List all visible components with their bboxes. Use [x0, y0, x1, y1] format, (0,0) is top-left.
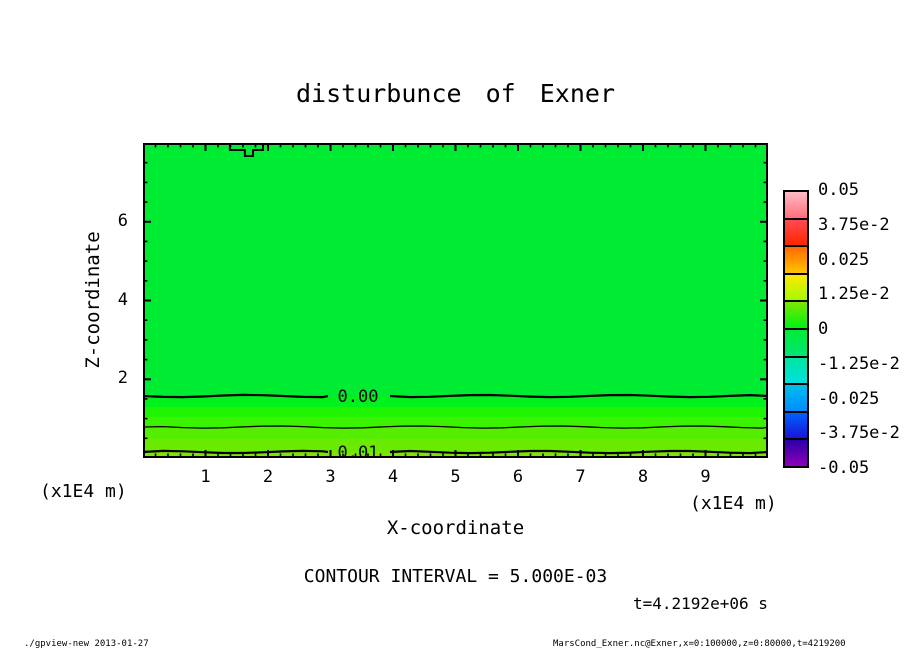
colorbar-value-label: -3.75e-2 [818, 423, 900, 444]
y-tick-label: 4 [117, 289, 128, 310]
field-band [143, 427, 768, 439]
colorbar-segment [783, 217, 809, 248]
colorbar-value-label: 0 [818, 319, 829, 339]
x-tick-label: 6 [512, 467, 524, 487]
x-axis-title: X-coordinate [386, 517, 525, 539]
contour-line [143, 425, 768, 429]
x-tick-label: 7 [575, 467, 586, 487]
footer-command-label: ./gpview-new 2013-01-27 [24, 639, 149, 649]
colorbar-segment [783, 355, 809, 386]
colorbar-value-label: 1.25e-2 [818, 284, 890, 305]
contour-interval-label: CONTOUR INTERVAL = 5.000E-03 [303, 566, 608, 587]
colorbar-segment [783, 190, 809, 220]
field-band [143, 439, 768, 452]
footer-dataset-label: MarsCond_Exner.nc@Exner,x=0:100000,z=0:8… [553, 639, 846, 649]
colorbar-segment [783, 327, 809, 358]
colorbar-value-label: 0.025 [818, 249, 870, 270]
contour-line [143, 393, 329, 399]
x-tick-label: 9 [700, 467, 711, 487]
colorbar-segment [783, 272, 809, 303]
colorbar-segment [783, 300, 809, 330]
x-axis-unit-label: (x1E4 m) [690, 493, 777, 514]
contour-line [143, 449, 329, 455]
colorbar-value-label: 3.75e-2 [818, 214, 890, 235]
colorbar-segment [783, 383, 809, 413]
colorbar-segment [783, 410, 809, 441]
colorbar-segment [783, 245, 809, 275]
y-tick-label: 6 [117, 210, 128, 231]
plot-border [143, 143, 768, 458]
colorbar-value-label: -0.025 [818, 388, 880, 409]
y-axis-unit-label: (x1E4 m) [40, 481, 127, 502]
contour-value-label: 0.00 [338, 387, 379, 407]
time-annotation: t=4.2192e+06 s [633, 594, 768, 613]
y-tick-label: 2 [117, 368, 128, 389]
contour-blip [228, 144, 264, 157]
contour-line [389, 393, 768, 399]
plot-title: disturbunce of Exner [295, 79, 616, 108]
colorbar-value-label: -1.25e-2 [818, 353, 900, 374]
colorbar [783, 190, 809, 468]
contour-plot-svg: 0.000.01 [143, 143, 768, 458]
field-band [143, 407, 768, 417]
x-tick-label: 5 [450, 467, 461, 487]
colorbar-labels: 0.05 3.75e-2 0.025 1.25e-2 0 -1.25e-2 -0.025 -3… [818, 180, 904, 478]
field-band [143, 143, 768, 396]
x-tick-label: 1 [200, 467, 211, 487]
x-tick-label: 3 [325, 467, 336, 487]
field-band [143, 396, 768, 407]
x-tick-label: 4 [387, 467, 399, 487]
plot-area: 0.00 0.01 [143, 143, 768, 458]
colorbar-value-label: 0.05 [818, 180, 859, 200]
colorbar-segment [783, 438, 809, 468]
x-tick-label: 2 [262, 467, 274, 487]
field-band [143, 417, 768, 427]
colorbar-value-label: -0.05 [818, 458, 870, 478]
x-tick-label: 8 [637, 467, 649, 487]
